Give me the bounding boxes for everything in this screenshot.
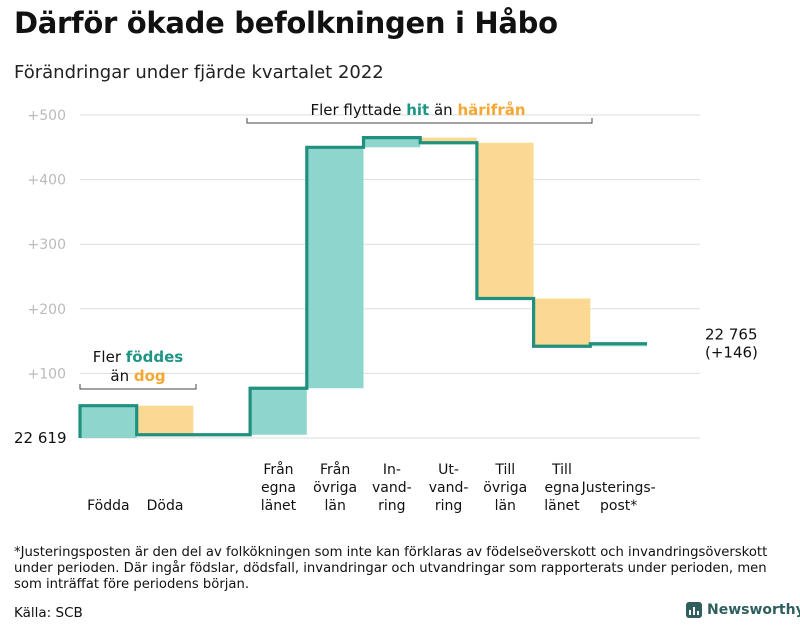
- bars: [80, 137, 647, 438]
- source-label: Källa: SCB: [14, 605, 83, 621]
- brand-logo: Newsworthy: [686, 602, 800, 618]
- bar: [136, 405, 194, 435]
- bar: [420, 137, 477, 143]
- bar: [306, 147, 364, 389]
- brand-name: Newsworthy: [707, 602, 800, 618]
- category-label: In-: [383, 462, 401, 478]
- category-label: länet: [544, 498, 580, 514]
- annotation-births-line1: Fler föddes: [93, 348, 183, 366]
- chart-title: Därför ökade befolkningen i Håbo: [14, 6, 558, 40]
- category-label: län: [495, 498, 516, 514]
- bar: [250, 388, 307, 435]
- y-tick-label: +500: [28, 108, 66, 124]
- category-label: övriga: [313, 480, 357, 496]
- annotation-bracket: [79, 384, 197, 390]
- category-label: län: [324, 498, 345, 514]
- y-tick-label: +400: [28, 173, 66, 189]
- category-label: Från: [320, 461, 350, 478]
- category-label: vand-: [429, 480, 469, 496]
- annotation-migration: Fler flyttade hit än härifrån: [310, 101, 525, 119]
- category-label: länet: [261, 498, 297, 514]
- category-label: Födda: [87, 498, 129, 514]
- labels: 22 619 22 765(+146) Födda Döda Från egna länet…: [14, 101, 758, 514]
- category-label: Ut-: [438, 462, 459, 478]
- waterfall-chart: +100 +200 +300 +400 +500 22 619 22 765(+146) F…: [14, 101, 758, 514]
- category-label: Döda: [147, 498, 184, 514]
- category-label: Till: [494, 462, 515, 478]
- bar: [363, 137, 421, 148]
- cumulative-step-line: [78, 136, 647, 438]
- y-tick-label: +100: [28, 366, 66, 382]
- start-value-label: 22 619: [14, 429, 67, 447]
- bar: [80, 405, 137, 438]
- category-label: egna: [261, 480, 296, 496]
- y-tick-label: +200: [28, 302, 66, 318]
- category-label: Från: [263, 461, 293, 478]
- bar: [476, 142, 534, 299]
- category-label: övriga: [483, 480, 527, 496]
- category-label: Till: [551, 462, 572, 478]
- category-label: ring: [378, 498, 405, 514]
- chart-subtitle: Förändringar under fjärde kvartalet 2022: [14, 62, 384, 83]
- category-label: vand-: [372, 480, 412, 496]
- category-label: egna: [544, 480, 579, 496]
- end-value-label: 22 765: [705, 326, 758, 344]
- newsworthy-logo-icon: [686, 602, 702, 618]
- cumulative-line: [78, 136, 647, 438]
- category-label: ring: [435, 498, 462, 514]
- annotation-births-line2: än dog: [110, 367, 165, 385]
- annotation-bracket: [246, 118, 593, 124]
- bar: [533, 298, 591, 347]
- category-label: Justerings-: [581, 480, 656, 496]
- category-label: post*: [600, 498, 637, 514]
- y-tick-label: +300: [28, 237, 66, 253]
- end-value-label: (+146): [705, 344, 758, 362]
- gridlines: +100 +200 +300 +400 +500: [28, 108, 700, 439]
- footnote: *Justeringsposten är den del av folkökni…: [14, 545, 768, 592]
